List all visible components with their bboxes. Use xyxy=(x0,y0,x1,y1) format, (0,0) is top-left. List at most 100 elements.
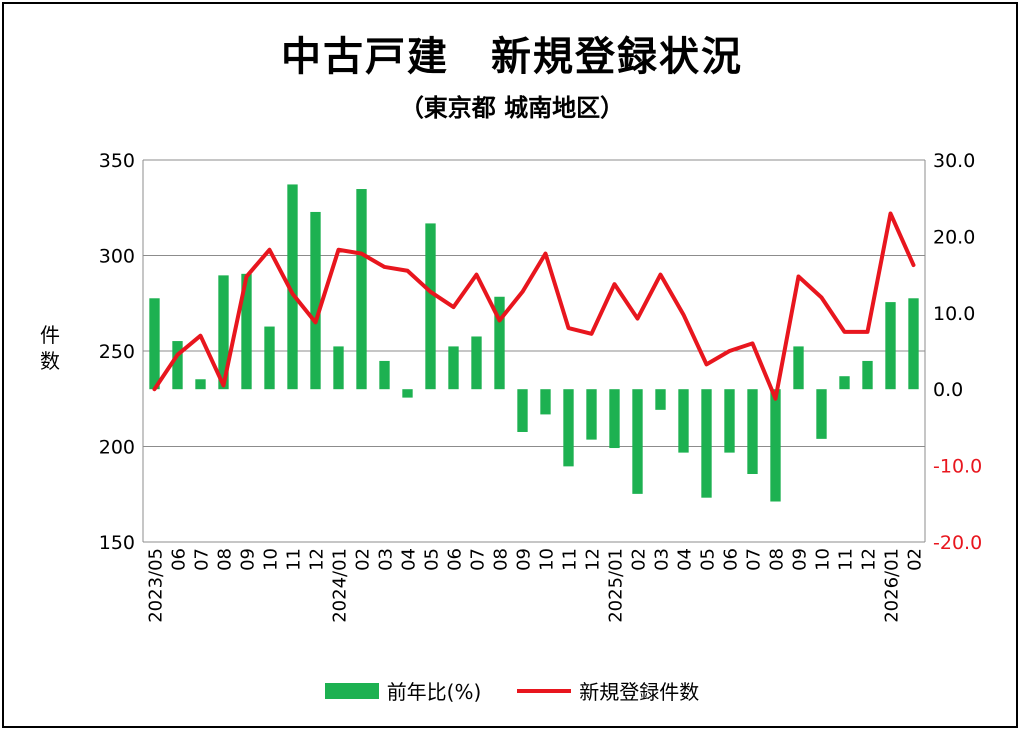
bar xyxy=(241,273,252,390)
line-series xyxy=(152,211,916,401)
legend-line-label: 新規登録件数 xyxy=(579,680,700,704)
x-tick-label: 07 xyxy=(192,548,213,571)
x-tick-label: 02 xyxy=(905,548,926,571)
x-tick-label: 08 xyxy=(767,548,788,571)
bar xyxy=(862,360,873,390)
bar xyxy=(632,389,643,494)
right-tick-label: -20.0 xyxy=(933,532,982,554)
x-tick-label: 03 xyxy=(376,548,397,571)
x-tick-label: 2024/01 xyxy=(330,548,351,623)
gridlines xyxy=(143,159,925,543)
bar xyxy=(287,184,298,390)
line-path xyxy=(152,211,916,401)
x-tick-label: 10 xyxy=(813,548,834,571)
bar xyxy=(218,275,229,390)
bar xyxy=(448,346,459,390)
bar xyxy=(609,389,620,449)
bar xyxy=(816,389,827,439)
legend: 前年比(%) 新規登録件数 xyxy=(0,676,1024,705)
left-tick-label: 350 xyxy=(99,150,135,172)
x-tick-label: 12 xyxy=(307,548,328,571)
right-tick-label: 20.0 xyxy=(933,226,975,248)
bar xyxy=(379,360,390,390)
legend-item-line: 新規登録件数 xyxy=(517,676,699,705)
bar xyxy=(517,389,528,432)
x-tick-label: 09 xyxy=(514,548,535,571)
chart-title: 中古戸建 新規登録状況 xyxy=(281,34,743,80)
bar xyxy=(310,211,321,390)
x-tick-label: 08 xyxy=(215,548,236,571)
x-tick-label: 03 xyxy=(652,548,673,571)
bar xyxy=(724,389,735,453)
bar xyxy=(195,379,206,390)
x-tick-label: 08 xyxy=(491,548,512,571)
left-tick-label: 200 xyxy=(99,437,135,459)
right-tick-label: -10.0 xyxy=(933,456,982,478)
x-tick-label: 06 xyxy=(721,548,742,571)
bar xyxy=(149,298,160,390)
left-tick-label: 250 xyxy=(99,341,135,363)
x-tick-label: 02 xyxy=(353,548,374,571)
bar-series xyxy=(149,184,919,502)
x-tick-label: 04 xyxy=(399,548,420,571)
bar xyxy=(655,389,666,410)
bar xyxy=(356,189,367,390)
x-tick-label: 2025/01 xyxy=(606,548,627,623)
y-axis-label-char: 件 xyxy=(40,323,60,347)
left-tick-label: 150 xyxy=(99,532,135,554)
bar xyxy=(172,341,183,390)
right-axis-ticks: -20.0 -10.0 0.0 10.0 20.0 30.0 xyxy=(933,150,982,554)
right-tick-label: 0.0 xyxy=(933,379,963,401)
x-tick-label: 11 xyxy=(560,548,581,571)
bar xyxy=(908,298,919,390)
bar xyxy=(701,389,712,498)
x-tick-label: 05 xyxy=(698,548,719,571)
legend-line-swatch xyxy=(517,688,572,693)
x-tick-label: 05 xyxy=(422,548,443,571)
y-axis-label: 件数 xyxy=(30,322,70,374)
x-tick-label: 11 xyxy=(836,548,857,571)
x-tick-label: 10 xyxy=(537,548,558,571)
bar xyxy=(540,389,551,415)
axes xyxy=(142,160,926,542)
x-tick-label: 07 xyxy=(744,548,765,571)
bar xyxy=(885,302,896,390)
x-tick-label: 06 xyxy=(169,548,190,571)
bar xyxy=(402,389,413,398)
bar xyxy=(747,389,758,475)
bar xyxy=(770,389,781,502)
bar xyxy=(839,376,850,390)
legend-bar-label: 前年比(%) xyxy=(386,680,482,704)
bar xyxy=(563,389,574,467)
x-tick-label: 04 xyxy=(675,548,696,571)
x-tick-label: 02 xyxy=(629,548,650,571)
x-tick-label: 2023/05 xyxy=(146,548,167,623)
bar xyxy=(494,296,505,390)
y-axis-label-char: 数 xyxy=(40,349,60,373)
bar xyxy=(586,389,597,440)
left-axis-ticks: 150 200 250 300 350 xyxy=(99,150,135,554)
legend-item-bar: 前年比(%) xyxy=(324,676,482,705)
bar xyxy=(793,346,804,390)
x-tick-label: 07 xyxy=(468,548,489,571)
right-tick-label: 10.0 xyxy=(933,303,975,325)
left-tick-label: 300 xyxy=(99,246,135,268)
bar xyxy=(425,223,436,390)
x-tick-label: 06 xyxy=(445,548,466,571)
x-tick-label: 09 xyxy=(790,548,811,571)
x-tick-label: 12 xyxy=(859,548,880,571)
bar xyxy=(264,326,275,390)
x-tick-label: 12 xyxy=(583,548,604,571)
right-tick-label: 30.0 xyxy=(933,150,975,172)
x-tick-label: 11 xyxy=(284,548,305,571)
x-axis-ticks: 2023/05 06 07 08 09 10 11 12 2024/01 02 03 04 05 06 07… xyxy=(146,548,926,623)
chart-subtitle: （東京都 城南地区） xyxy=(399,94,625,122)
bar xyxy=(333,346,344,390)
x-tick-label: 10 xyxy=(261,548,282,571)
bar xyxy=(678,389,689,453)
legend-bar-swatch xyxy=(324,682,379,699)
x-tick-label: 09 xyxy=(238,548,259,571)
bar xyxy=(471,336,482,390)
x-tick-label: 2026/01 xyxy=(882,548,903,623)
